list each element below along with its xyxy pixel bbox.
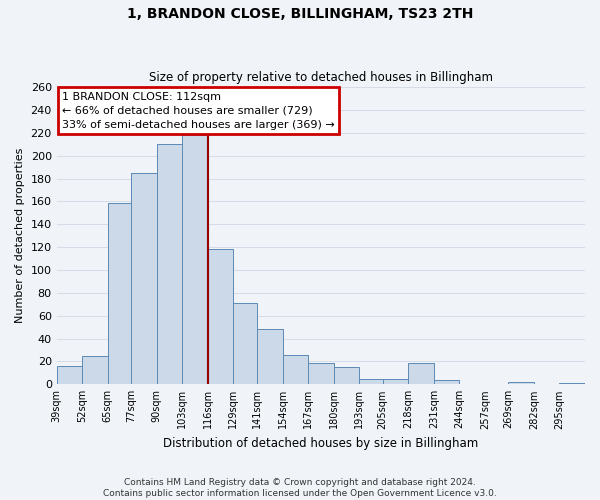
Bar bbox=[408, 362, 434, 384]
X-axis label: Distribution of detached houses by size in Billingham: Distribution of detached houses by size … bbox=[163, 437, 478, 450]
Bar bbox=[257, 330, 283, 384]
Bar bbox=[157, 144, 182, 384]
Title: Size of property relative to detached houses in Billingham: Size of property relative to detached ho… bbox=[149, 72, 493, 85]
Bar bbox=[108, 202, 131, 384]
Bar bbox=[559, 383, 585, 384]
Bar bbox=[434, 380, 459, 384]
Bar bbox=[308, 362, 334, 384]
Bar bbox=[208, 250, 233, 384]
Bar bbox=[182, 135, 208, 384]
Bar bbox=[359, 378, 383, 384]
Text: Contains HM Land Registry data © Crown copyright and database right 2024.
Contai: Contains HM Land Registry data © Crown c… bbox=[103, 478, 497, 498]
Bar bbox=[283, 354, 308, 384]
Bar bbox=[508, 382, 534, 384]
Y-axis label: Number of detached properties: Number of detached properties bbox=[15, 148, 25, 324]
Bar bbox=[131, 173, 157, 384]
Bar bbox=[56, 366, 82, 384]
Bar bbox=[383, 378, 408, 384]
Bar bbox=[233, 303, 257, 384]
Bar bbox=[334, 367, 359, 384]
Text: 1, BRANDON CLOSE, BILLINGHAM, TS23 2TH: 1, BRANDON CLOSE, BILLINGHAM, TS23 2TH bbox=[127, 8, 473, 22]
Text: 1 BRANDON CLOSE: 112sqm
← 66% of detached houses are smaller (729)
33% of semi-d: 1 BRANDON CLOSE: 112sqm ← 66% of detache… bbox=[62, 92, 335, 130]
Bar bbox=[82, 356, 108, 384]
